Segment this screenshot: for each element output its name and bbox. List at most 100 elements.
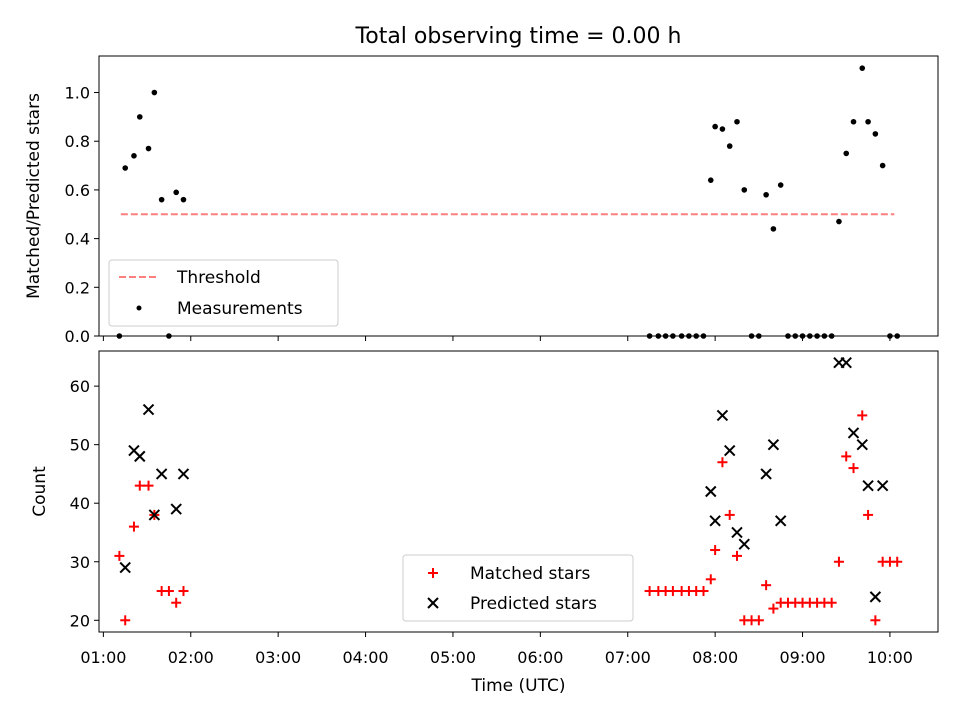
- predicted-star-point: [876, 479, 889, 492]
- x-b: [119, 561, 131, 574]
- x-tick-label: 07:00: [605, 648, 651, 667]
- y-ticks-count: 20 30 40 50 60: [70, 377, 99, 630]
- x-b: [705, 485, 717, 498]
- matched-star-point: [731, 550, 742, 561]
- predicted-star-point: [774, 515, 787, 527]
- y-tick-label-count: 60: [70, 377, 90, 396]
- ratio-plot: Total observing time = 0.00 h Matched/Pr…: [24, 24, 939, 346]
- y-axis-label-ratio: Matched/Predicted stars: [24, 93, 44, 299]
- measurement-point: [770, 226, 777, 232]
- predicted-star-point: [862, 479, 874, 492]
- x-b: [177, 468, 190, 480]
- matched-star-point: [705, 574, 716, 585]
- measurement-point: [836, 218, 842, 225]
- measurement-point: [707, 177, 714, 183]
- legend-measurements-label: Measurements: [177, 299, 303, 319]
- matched-star-point: [717, 457, 728, 468]
- x-b: [709, 515, 721, 527]
- matched-star-point: [163, 586, 174, 597]
- measurement-point: [726, 143, 733, 149]
- x-b: [856, 438, 868, 451]
- predicted-star-point: [119, 561, 131, 574]
- legend-plus-marker: [428, 568, 438, 578]
- x-b: [876, 479, 889, 492]
- y-tick-label-count: 40: [70, 494, 90, 513]
- predicted-star-point: [856, 438, 868, 451]
- x-b: [869, 591, 882, 603]
- measurement-point: [872, 131, 879, 137]
- ratio-plot-frame: [98, 55, 939, 337]
- legend-matched-swatch: [428, 568, 438, 578]
- x-tick-label: 08:00: [692, 648, 738, 667]
- x-b: [155, 468, 168, 480]
- predicted-star-point: [134, 450, 146, 463]
- matched-star-point: [892, 556, 903, 567]
- matched-star-point: [826, 597, 837, 608]
- legend-matched-label: Matched stars: [470, 564, 590, 584]
- matched-star-point: [863, 509, 874, 520]
- predicted-star-point: [840, 357, 852, 369]
- predicted-star-point: [731, 526, 743, 539]
- measurement-point: [122, 165, 129, 171]
- predicted-star-point: [148, 509, 161, 521]
- measurement-point: [158, 196, 165, 203]
- measurement-point: [173, 189, 179, 196]
- measurement-point: [151, 89, 158, 96]
- matched-star-point: [128, 521, 139, 532]
- x-b: [738, 538, 750, 550]
- matched-star-point: [178, 586, 189, 597]
- legend-box: [108, 259, 339, 327]
- x-b: [142, 403, 155, 416]
- count-plot: Count Time (UTC) 20 30 40 50 60 01:00 02:00 03…: [30, 350, 939, 696]
- x-b: [731, 526, 743, 539]
- matched-star-point: [833, 556, 844, 567]
- y-tick-label-ratio: 0.2: [65, 278, 90, 297]
- x-b: [723, 444, 736, 457]
- predicted-star-point: [142, 403, 155, 416]
- x-b: [128, 444, 140, 457]
- measurement-point: [777, 182, 784, 188]
- measurement-point: [712, 123, 718, 130]
- predicted-star-point: [177, 468, 190, 480]
- count-plot-area: [114, 357, 903, 626]
- x-tick-label: 05:00: [430, 648, 476, 667]
- predicted-star-point: [709, 515, 721, 527]
- matched-star-point: [171, 597, 182, 608]
- x-b: [170, 503, 182, 515]
- predicted-star-point: [723, 444, 736, 457]
- measurement-point: [879, 162, 886, 169]
- matched-star-point: [724, 509, 735, 520]
- matched-star-point: [848, 463, 859, 474]
- x-tick-label: 09:00: [779, 648, 825, 667]
- x-b: [767, 438, 780, 451]
- legend-predicted-label: Predicted stars: [470, 594, 597, 614]
- x-b: [774, 515, 787, 527]
- count-plot-frame: [98, 350, 939, 633]
- predicted-star-point: [760, 468, 772, 480]
- x-b: [862, 479, 874, 492]
- matched-star-point: [870, 615, 881, 626]
- matched-star-point: [143, 480, 154, 491]
- x-b: [847, 427, 860, 439]
- x-b: [427, 597, 439, 609]
- x-ticks-count: 01:00 02:00 03:00 04:00 05:00 06:00 07:00 08:00…: [80, 632, 913, 667]
- matched-star-point: [841, 451, 852, 462]
- matched-star-point: [644, 586, 655, 597]
- measurement-point: [865, 118, 871, 125]
- legend-count: Matched stars Predicted stars: [402, 554, 634, 622]
- y-tick-label-count: 30: [70, 553, 90, 572]
- legend-x-marker: [427, 597, 439, 609]
- chart-title: Total observing time = 0.00 h: [355, 24, 682, 49]
- matched-star-point: [120, 615, 131, 626]
- x-tick-label: 06:00: [517, 648, 563, 667]
- predicted-star-point: [705, 485, 717, 498]
- measurement-point: [741, 187, 748, 193]
- matched-star-point: [768, 603, 779, 614]
- predicted-star-point: [170, 503, 182, 515]
- matched-star-point: [857, 410, 868, 421]
- x-b: [760, 468, 772, 480]
- x-b: [134, 450, 146, 463]
- x-tick-label: 04:00: [343, 648, 389, 667]
- y-tick-label-ratio: 0.0: [65, 327, 90, 346]
- legend-ratio: Threshold Measurements: [108, 259, 339, 327]
